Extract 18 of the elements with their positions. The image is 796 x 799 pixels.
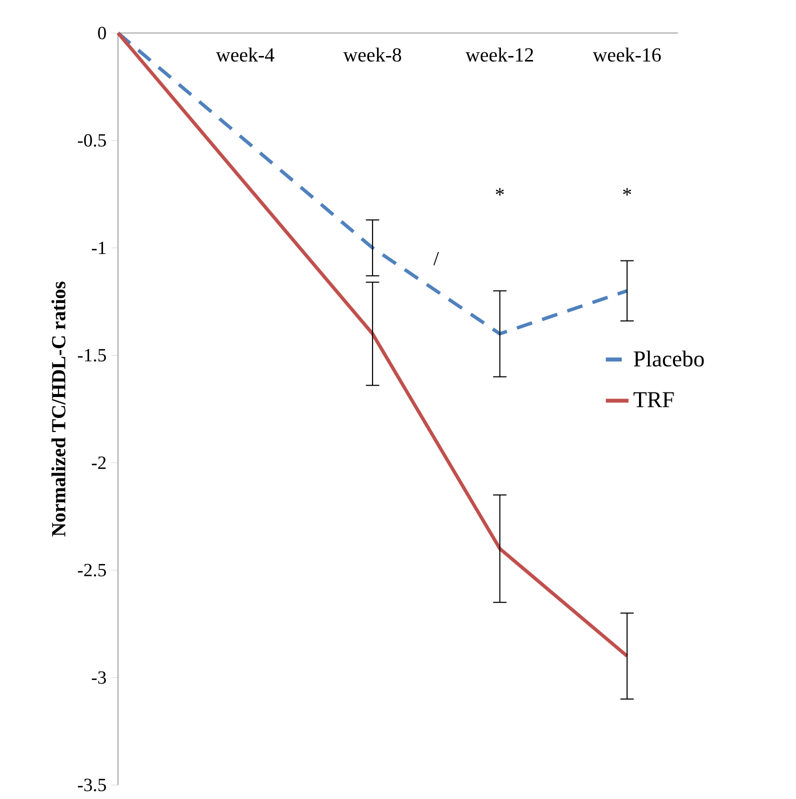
y-tick-label: -3.5 xyxy=(78,778,106,792)
y-tick-label: -3 xyxy=(92,671,106,684)
y-tick-label: -1 xyxy=(92,242,106,254)
x-tick-label: week-4 xyxy=(216,48,274,62)
x-tick-label: week-8 xyxy=(343,48,402,62)
y-tick-label: -2.5 xyxy=(78,564,106,576)
legend-label: TRF xyxy=(634,392,674,408)
y-tick-label: 0 xyxy=(98,26,106,40)
annotation: * xyxy=(623,188,632,196)
y-axis-title: Normalized TC/HDL-C ratios xyxy=(51,282,66,536)
x-tick-label: week-16 xyxy=(592,48,661,62)
legend-label: Placebo xyxy=(634,350,704,367)
y-tick-label: -0.5 xyxy=(78,134,106,147)
x-tick-label: week-12 xyxy=(466,48,534,62)
y-tick-label: -2 xyxy=(92,456,106,469)
annotation: / xyxy=(433,252,439,266)
y-tick-label: -1.5 xyxy=(78,349,106,362)
annotation: * xyxy=(496,188,504,196)
